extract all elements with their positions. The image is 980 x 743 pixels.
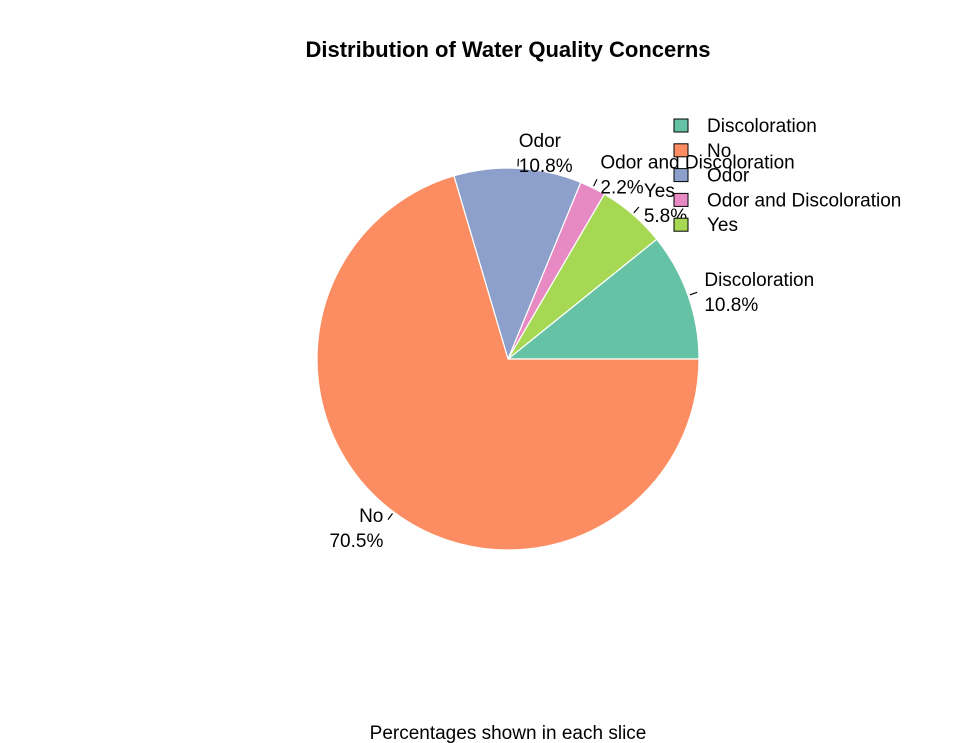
legend-swatch-odor-and-discoloration — [673, 192, 689, 207]
slice-label-percent: 10.8% — [519, 156, 573, 177]
slice-label-percent: 70.5% — [329, 531, 383, 552]
legend-swatch-discoloration — [673, 118, 689, 133]
legend-label-discoloration: Discoloration — [707, 116, 817, 137]
pie-slice-odor — [453, 167, 582, 361]
slice-label-name: No — [359, 506, 383, 527]
leader-line-no — [387, 513, 393, 521]
legend-swatch-odor — [673, 168, 689, 183]
slice-label-name: Discoloration — [704, 270, 814, 291]
legend-swatch-no — [673, 143, 689, 158]
chart-title: Distribution of Water Quality Concerns — [306, 37, 711, 62]
legend-label-odor-and-discoloration: Odor and Discoloration — [707, 190, 901, 211]
pie-slices — [316, 167, 700, 551]
slice-label-percent: 2.2% — [600, 177, 643, 198]
legend-label-odor: Odor — [707, 166, 750, 187]
slice-label-percent: 10.8% — [704, 295, 758, 316]
slice-label-name: Odor and Discoloration — [600, 152, 794, 173]
pie-slice-no — [316, 175, 700, 551]
legend-swatch-yes — [673, 217, 689, 232]
legend-label-yes: Yes — [707, 215, 738, 236]
leader-line-odor-and-discoloration — [593, 179, 598, 187]
slice-label-name: Odor — [519, 131, 562, 152]
leader-line-yes — [633, 206, 640, 214]
slice-label-name: Yes — [644, 181, 675, 202]
pie-slice-discoloration — [506, 238, 700, 360]
chart-caption: Percentages shown in each slice — [370, 723, 647, 743]
legend-label-no: No — [707, 141, 731, 162]
leader-line-discoloration — [689, 291, 698, 296]
legend: Discoloration No Odor Odor and Discoloratio… — [673, 116, 901, 236]
